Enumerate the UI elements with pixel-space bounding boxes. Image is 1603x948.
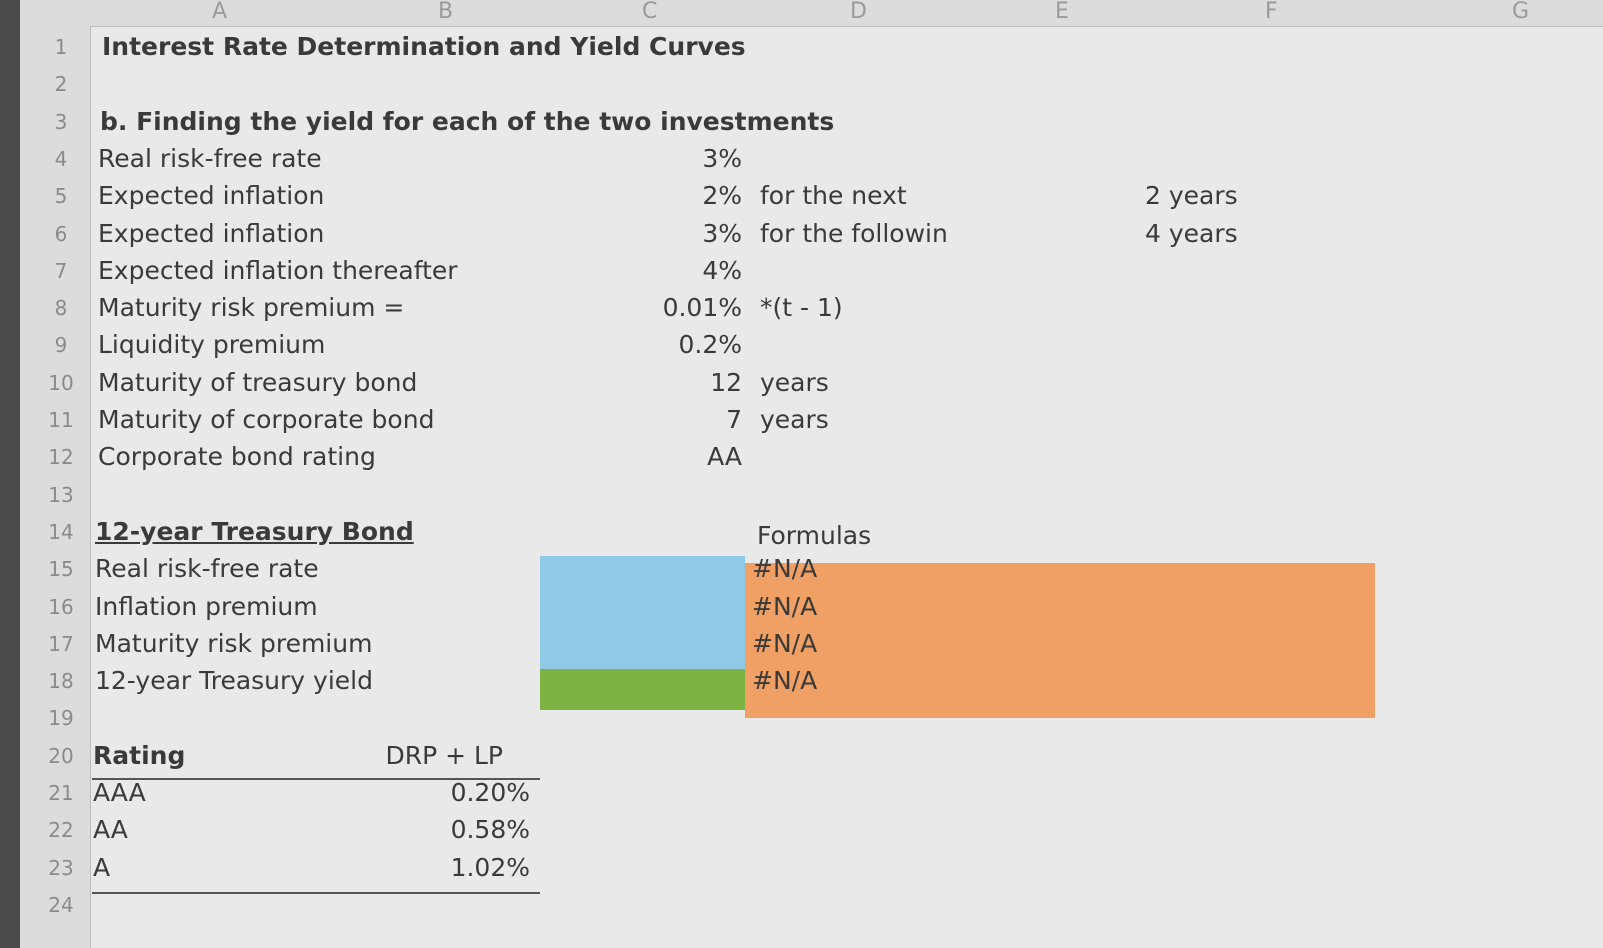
parameter-value: 0.01% — [662, 293, 742, 323]
row-number: 14 — [48, 519, 74, 544]
input-cell-green — [540, 669, 745, 710]
rating-header: DRP + LP — [385, 740, 503, 770]
row-header-bar — [20, 26, 91, 948]
parameter-period: 2 years — [1145, 181, 1238, 211]
parameter-value: 2% — [702, 181, 742, 211]
row-number: 17 — [48, 631, 74, 656]
section-heading: b. Finding the yield for each of the two… — [100, 106, 835, 136]
left-edge — [0, 0, 20, 948]
row-number: 19 — [48, 706, 74, 731]
treasury-row-label: 12-year Treasury yield — [95, 666, 373, 696]
row-number: 15 — [48, 557, 74, 582]
row-number: 20 — [48, 743, 74, 768]
table-header-rule — [92, 778, 540, 780]
row-number: 12 — [48, 445, 74, 470]
formula-result: #N/A — [752, 628, 818, 658]
rating-premium: 0.20% — [450, 778, 530, 807]
parameter-label: Maturity of corporate bond — [98, 405, 435, 434]
column-header: C — [642, 0, 658, 24]
parameter-period: 4 years — [1145, 218, 1238, 248]
parameter-label: Liquidity premium — [98, 330, 326, 360]
rating-premium: 1.02% — [450, 852, 530, 882]
rating-name: AAA — [93, 778, 146, 807]
parameter-label: Expected inflation — [98, 218, 325, 248]
parameter-value: 7 — [726, 405, 742, 434]
row-number: 23 — [48, 855, 74, 880]
rating-name: AA — [93, 815, 128, 845]
row-number: 21 — [48, 781, 74, 805]
row-number: 10 — [48, 370, 74, 395]
column-header: A — [212, 0, 228, 24]
row-number: 18 — [48, 669, 74, 694]
row-number: 4 — [54, 146, 68, 171]
formula-result: #N/A — [752, 591, 818, 621]
row-number: 22 — [48, 818, 74, 843]
parameter-label: Maturity risk premium = — [98, 293, 405, 323]
formula-area-orange — [745, 563, 1375, 718]
column-header: B — [438, 0, 454, 24]
column-header-bar — [20, 0, 1603, 27]
row-number: 16 — [48, 594, 74, 619]
column-header: G — [1512, 0, 1530, 24]
row-number: 7 — [54, 258, 68, 283]
parameter-note: for the next — [760, 181, 907, 211]
parameter-value: 3% — [702, 143, 742, 173]
parameter-label: Expected inflation — [98, 181, 325, 211]
row-number: 2 — [54, 72, 68, 97]
sheet-title: Interest Rate Determination and Yield Cu… — [102, 32, 746, 61]
parameter-value: 12 — [710, 367, 742, 397]
row-number: 9 — [54, 333, 68, 358]
parameter-note: *(t - 1) — [760, 293, 843, 323]
row-number: 11 — [48, 408, 74, 432]
treasury-heading: 12-year Treasury Bond — [95, 516, 414, 546]
parameter-note: years — [760, 405, 829, 434]
parameter-label: Expected inflation thereafter — [98, 255, 458, 285]
column-header: E — [1055, 0, 1069, 24]
input-cell-blue — [540, 556, 745, 669]
rating-premium: 0.58% — [450, 815, 530, 845]
parameter-note: for the followin — [760, 218, 948, 248]
column-header: F — [1265, 0, 1278, 24]
parameter-label: Real risk-free rate — [98, 143, 322, 173]
parameter-note: years — [760, 367, 829, 397]
table-bottom-rule — [92, 892, 540, 894]
parameter-value: 3% — [702, 218, 742, 248]
row-number: 6 — [54, 221, 68, 246]
parameter-value: 4% — [702, 255, 742, 285]
row-number: 13 — [48, 482, 74, 507]
column-header: D — [850, 0, 867, 24]
row-number: 1 — [54, 35, 68, 59]
row-number: 5 — [54, 184, 68, 209]
formula-result: #N/A — [752, 554, 818, 584]
parameter-value: AA — [707, 442, 742, 472]
row-number: 24 — [48, 892, 74, 917]
rating-name: A — [93, 852, 111, 882]
parameter-label: Maturity of treasury bond — [98, 367, 418, 397]
formula-result: #N/A — [752, 666, 818, 696]
row-number: 3 — [54, 109, 68, 134]
row-number: 8 — [54, 296, 68, 321]
treasury-row-label: Maturity risk premium — [95, 628, 373, 658]
treasury-row-label: Inflation premium — [95, 591, 318, 621]
formulas-label: Formulas — [757, 520, 872, 550]
rating-header: Rating — [93, 740, 186, 770]
parameter-value: 0.2% — [678, 330, 742, 360]
treasury-row-label: Real risk-free rate — [95, 554, 319, 584]
parameter-label: Corporate bond rating — [98, 442, 376, 472]
